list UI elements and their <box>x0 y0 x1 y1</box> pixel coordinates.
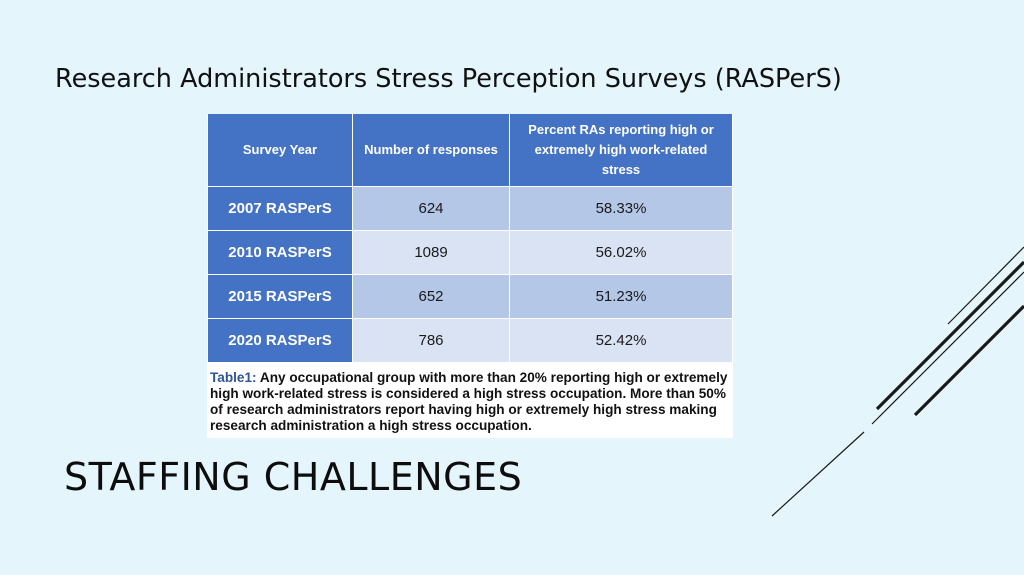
header-percent-stress: Percent RAs reporting high or extremely … <box>509 114 732 187</box>
deco-line <box>947 246 1024 325</box>
cell-percent: 51.23% <box>509 274 732 319</box>
caption-label: Table1: <box>210 370 257 385</box>
caption-text: Any occupational group with more than 20… <box>210 370 728 433</box>
cell-responses: 786 <box>352 318 510 362</box>
cell-percent: 56.02% <box>509 230 732 275</box>
deco-line <box>771 431 865 517</box>
deco-line <box>913 304 1024 417</box>
table-row: 2020 RASPerS 786 52.42% <box>208 318 732 362</box>
slide-subtitle: Research Administrators Stress Perceptio… <box>55 64 842 94</box>
header-number-of-responses: Number of responses <box>352 114 510 187</box>
table-caption: Table1: Any occupational group with more… <box>210 370 730 434</box>
cell-survey-year: 2015 RASPerS <box>208 274 353 319</box>
cell-survey-year: 2010 RASPerS <box>208 230 353 275</box>
deco-line <box>875 260 1024 411</box>
cell-responses: 1089 <box>352 230 510 275</box>
slide-title: STAFFING CHALLENGES <box>64 455 523 499</box>
cell-responses: 624 <box>352 186 510 231</box>
table-row: 2015 RASPerS 652 51.23% <box>208 274 732 319</box>
cell-survey-year: 2020 RASPerS <box>208 318 353 362</box>
deco-line <box>871 271 1024 425</box>
cell-percent: 58.33% <box>509 186 732 231</box>
table-header-row: Survey Year Number of responses Percent … <box>208 114 732 187</box>
survey-table: Survey Year Number of responses Percent … <box>208 114 732 362</box>
header-survey-year: Survey Year <box>208 114 353 187</box>
table-row: 2007 RASPerS 624 58.33% <box>208 186 732 231</box>
cell-survey-year: 2007 RASPerS <box>208 186 353 231</box>
cell-percent: 52.42% <box>509 318 732 362</box>
survey-table-image: Survey Year Number of responses Percent … <box>207 114 733 438</box>
cell-responses: 652 <box>352 274 510 319</box>
table-row: 2010 RASPerS 1089 56.02% <box>208 230 732 275</box>
